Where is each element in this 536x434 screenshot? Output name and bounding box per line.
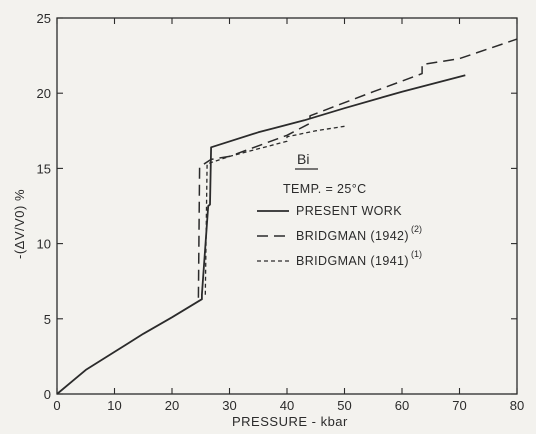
plot-frame [56,17,518,395]
y-tick-label: 10 [37,237,51,252]
series-line-2 [204,125,345,295]
x-tick-label: 70 [452,398,466,413]
y-axis-title: -(ΔV/V0) % [12,189,27,259]
legend-label-0: PRESENT WORK [296,204,402,218]
x-tick-label: 30 [222,398,236,413]
series-line-0 [56,74,466,395]
x-tick-label: 20 [165,398,179,413]
ticks-layer: 0 10 20 30 40 50 60 70 80 0 5 10 15 20 25 [37,11,525,413]
x-tick-label: 80 [510,398,524,413]
series-layer [56,38,518,395]
y-tick-label: 25 [37,11,51,26]
x-tick-label: 50 [337,398,351,413]
series-line-1 [197,38,518,298]
legend-superscript-1: (2) [411,224,422,234]
x-axis-title: PRESSURE - kbar [232,414,348,429]
x-tick-label: 10 [107,398,121,413]
y-tick-label: 0 [44,387,51,402]
legend-superscript-2: (1) [411,249,422,259]
y-tick-label: 15 [37,161,51,176]
y-tick-label: 5 [44,312,51,327]
legend: PRESENT WORK BRIDGMAN (1942) (2) BRIDGMAN (… [257,204,422,268]
x-tick-label: 0 [53,398,60,413]
chart-subtitle: TEMP. = 25°C [283,182,367,196]
y-tick-label: 20 [37,86,51,101]
axes [56,17,518,395]
chart-title: Bi [297,151,309,167]
x-tick-label: 60 [395,398,409,413]
legend-label-2: BRIDGMAN (1941) [296,254,409,268]
x-tick-label: 40 [280,398,294,413]
legend-label-1: BRIDGMAN (1942) [296,229,409,243]
